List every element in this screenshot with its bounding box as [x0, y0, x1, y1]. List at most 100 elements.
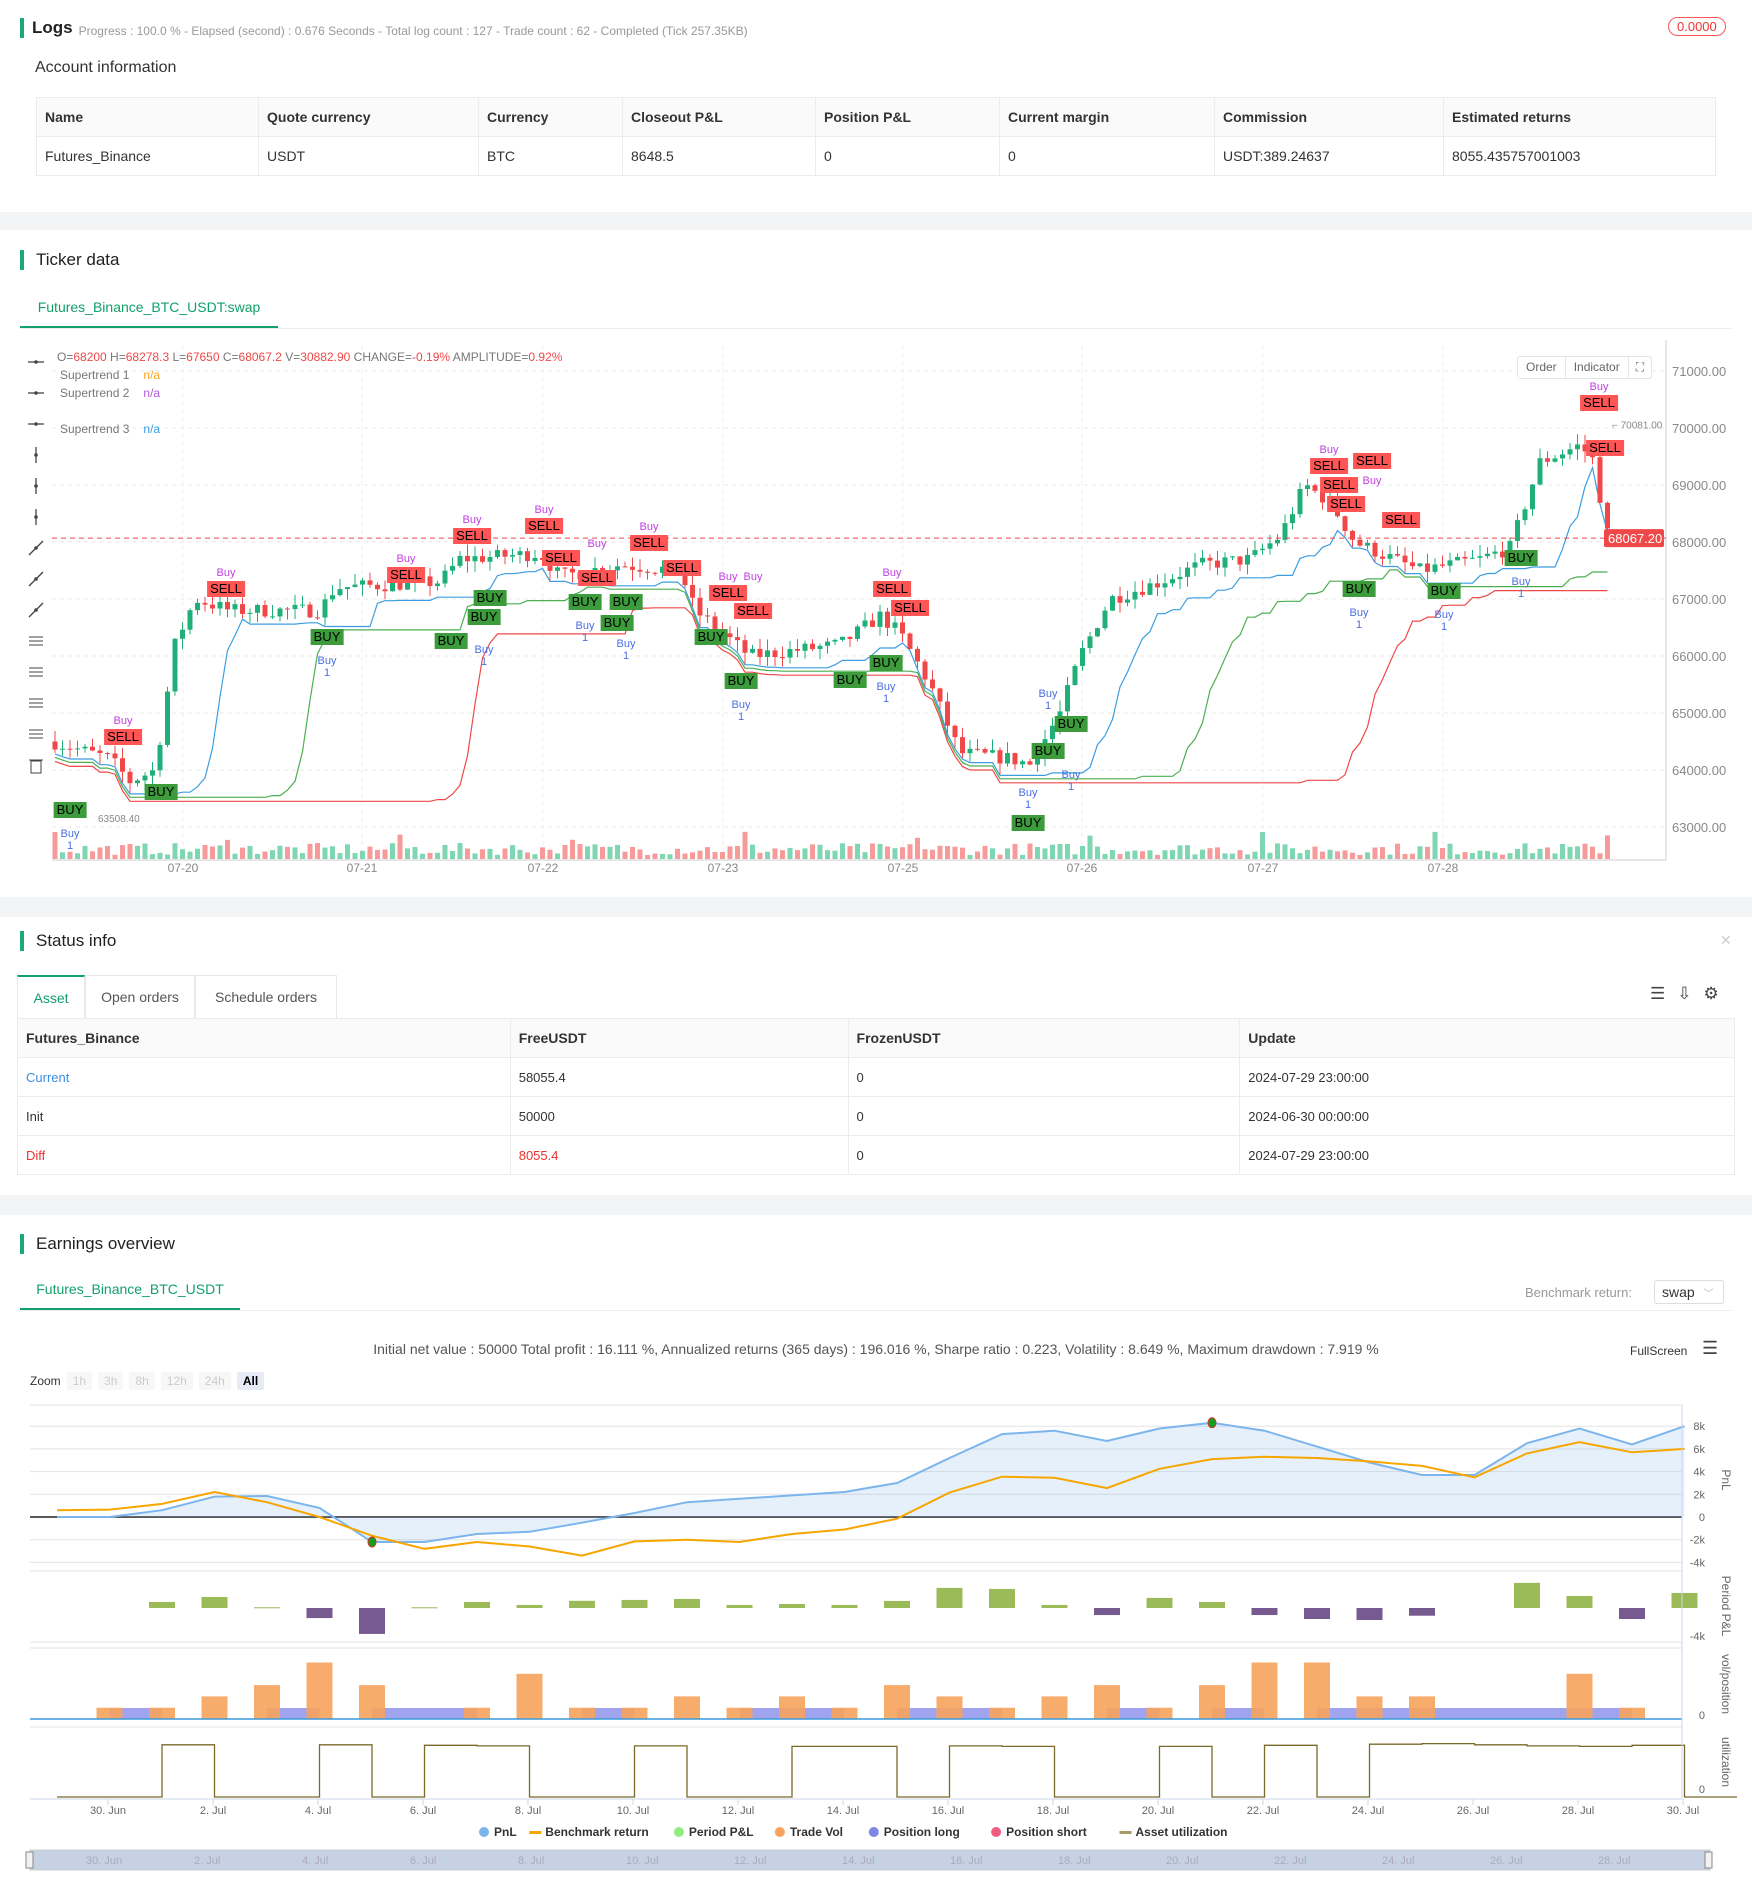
volume-bar	[1192, 854, 1198, 859]
vertical-segment-icon[interactable]	[26, 507, 46, 527]
trade-vol-bar	[359, 1685, 385, 1719]
indicator-legend-item[interactable]: Supertrend 2 n/a	[60, 386, 160, 400]
table-cell[interactable]: Current	[17, 1057, 511, 1097]
price-label-icon[interactable]	[26, 631, 46, 651]
volume-bar	[945, 846, 950, 859]
volume-bar	[472, 853, 478, 859]
tab-earnings-symbol[interactable]: Futures_Binance_BTC_USDT	[20, 1270, 240, 1310]
volume-bar	[1470, 853, 1475, 859]
volume-bar	[487, 848, 493, 859]
benchmark-label: Benchmark return:	[1525, 1285, 1632, 1300]
horizontal-line-icon[interactable]	[26, 352, 46, 372]
ohlc-amp: 0.92%	[528, 350, 563, 364]
indicator-legend-item[interactable]: Supertrend 1 n/a	[60, 368, 160, 382]
navigator-tick: 12. Jul	[734, 1855, 766, 1867]
trash-icon[interactable]	[26, 755, 46, 775]
legend-item-pnl[interactable]: PnL	[479, 1825, 517, 1839]
segment-icon[interactable]	[26, 600, 46, 620]
candle	[967, 739, 973, 762]
volume-bar	[1027, 843, 1033, 859]
navigator-left-handle[interactable]	[25, 1851, 34, 1869]
trade-vol-bar	[96, 1707, 123, 1719]
volume-bar	[217, 845, 223, 859]
tab-open-orders[interactable]: Open orders	[85, 975, 195, 1018]
volume-bar	[157, 852, 163, 859]
buy-annotation: Buy 1	[1349, 607, 1369, 631]
legend-item-trade-vol[interactable]: Trade Vol	[774, 1825, 843, 1839]
tab-ticker-symbol[interactable]: Futures_Binance_BTC_USDT:swap	[20, 288, 278, 328]
candle	[1245, 547, 1250, 575]
candlestick-chart[interactable]: 71000.00 70000.00 69000.00 68000.00 67000.00…	[0, 340, 1752, 885]
buy-signal-label: BUY	[144, 784, 178, 800]
fib-icon[interactable]	[26, 693, 46, 713]
gear-icon[interactable]: ⚙	[1703, 984, 1719, 1003]
close-icon[interactable]: ✕	[1720, 932, 1732, 948]
menu-icon[interactable]: ☰	[1702, 1338, 1719, 1358]
current-price-badge	[1604, 529, 1664, 548]
cloud-download-icon[interactable]: ⇩	[1677, 984, 1692, 1003]
volume-bar	[337, 853, 343, 859]
fullscreen-icon[interactable]: ⛶	[1635, 360, 1645, 374]
zoom-button-8h[interactable]: 8h	[129, 1372, 155, 1390]
candle	[112, 745, 118, 766]
zoom-button-All[interactable]: All	[236, 1372, 265, 1390]
indicator-value: n/a	[143, 422, 161, 436]
horizontal-ray-icon[interactable]	[26, 383, 46, 403]
chart-buttons: Order Indicator ⛶	[1517, 356, 1653, 379]
fullscreen-button[interactable]: FullScreen	[1630, 1344, 1688, 1358]
order-button[interactable]: Order	[1518, 357, 1566, 378]
gann-icon[interactable]	[26, 724, 46, 744]
legend-item-position-long[interactable]: Position long	[868, 1825, 960, 1839]
benchmark-select[interactable]: swap ﹀	[1654, 1280, 1724, 1304]
position-long-band	[372, 1708, 425, 1719]
parallel-channel-icon[interactable]	[26, 662, 46, 682]
vertical-ray-icon[interactable]	[26, 476, 46, 496]
buy-annotation: Buy 1	[1434, 609, 1454, 633]
pnl-area	[57, 1422, 1685, 1542]
period-pnl-bar	[1146, 1597, 1173, 1608]
navigator-right-handle[interactable]	[1704, 1851, 1713, 1869]
candle	[1440, 555, 1445, 568]
candle	[262, 600, 268, 619]
zoom-button-3h[interactable]: 3h	[98, 1372, 124, 1390]
svg-text:Benchmark return: Benchmark return	[545, 1825, 648, 1839]
indicator-value: n/a	[143, 386, 161, 400]
candle	[337, 578, 343, 597]
position-long-band	[1474, 1708, 1527, 1719]
legend-item-period-p-l[interactable]: Period P&L	[673, 1825, 754, 1839]
high-marker: ⌐ 70081.00	[1612, 420, 1663, 431]
volume-bar	[1440, 848, 1445, 859]
earnings-chart[interactable]: 8k 6k 4k 2k 0 -2k -4k -4k 0 0 PnL Period P&L vol/pos…	[0, 1395, 1752, 1893]
legend-item-benchmark-return[interactable]: Benchmark return	[529, 1825, 649, 1839]
volume-bar	[607, 846, 613, 859]
volume-bar	[1020, 854, 1025, 859]
price-tick: 63000.00	[1672, 820, 1726, 835]
volume-bar	[307, 843, 313, 859]
indicator-legend-item[interactable]: Supertrend 3 n/a	[60, 422, 160, 436]
candle	[270, 605, 275, 619]
legend-item-asset-utilization[interactable]: Asset utilization	[1119, 1825, 1228, 1839]
tab-schedule-orders[interactable]: Schedule orders	[195, 975, 337, 1018]
indicator-button[interactable]: Indicator	[1566, 357, 1629, 378]
list-icon[interactable]: ☰	[1650, 984, 1666, 1003]
horizontal-segment-icon[interactable]	[26, 414, 46, 434]
date-tick: 07-22	[528, 861, 559, 875]
zoom-button-12h[interactable]: 12h	[160, 1372, 193, 1390]
candle	[997, 747, 1003, 775]
candle	[180, 622, 185, 650]
table-cell: 2024-06-30 00:00:00	[1239, 1096, 1735, 1136]
buy-signal-label: BUY	[568, 594, 602, 610]
position-long-band	[1579, 1708, 1632, 1719]
volume-bar	[1035, 846, 1040, 859]
candle	[1185, 561, 1190, 587]
ray-line-icon[interactable]	[26, 569, 46, 589]
zoom-button-1h[interactable]: 1h	[66, 1372, 93, 1390]
trend-line-icon[interactable]	[26, 538, 46, 558]
zoom-button-24h[interactable]: 24h	[198, 1372, 231, 1390]
candle	[1380, 549, 1385, 566]
position-long-band	[792, 1708, 845, 1719]
tab-asset[interactable]: Asset	[17, 975, 85, 1018]
sell-signal-label: SELL	[1353, 453, 1391, 469]
legend-item-position-short[interactable]: Position short	[991, 1825, 1087, 1839]
vertical-line-icon[interactable]	[26, 445, 46, 465]
